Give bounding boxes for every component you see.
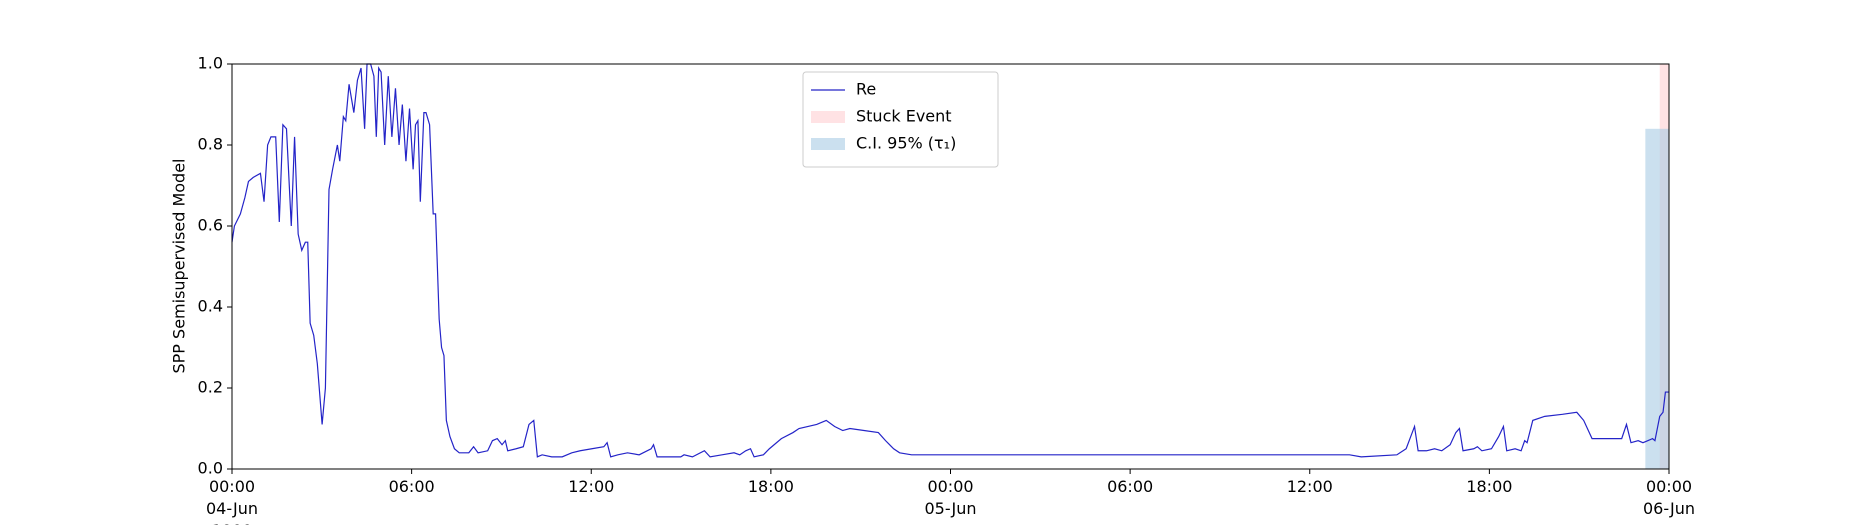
x-tick-label: 18:00: [1466, 477, 1512, 496]
y-tick-label: 1.0: [198, 54, 223, 73]
x-tick-label: 12:00: [568, 477, 614, 496]
x-tick-label: 12:00: [1287, 477, 1333, 496]
legend-label: C.I. 95% (τ₁): [856, 134, 956, 153]
legend-patch: [811, 138, 845, 150]
legend-label: Stuck Event: [856, 107, 952, 126]
legend-patch: [811, 111, 845, 123]
y-tick-label: 0.6: [198, 216, 223, 235]
y-tick-label: 0.0: [198, 459, 223, 478]
legend-box: [802, 71, 999, 168]
y-tick-label: 0.8: [198, 135, 223, 154]
span: [1645, 128, 1669, 470]
y-tick-label: 0.2: [198, 378, 223, 397]
line: [231, 63, 1669, 458]
legend-label: Re: [856, 80, 876, 99]
x-tick-label: 06:00: [1107, 477, 1153, 496]
y-axis-label: SPP Semisupervised Model: [170, 159, 189, 374]
x-tick-label: 06:00: [389, 477, 435, 496]
x-tick-label: 18:00: [748, 477, 794, 496]
x-tick-label: 00:00 06-Jun: [1643, 477, 1695, 518]
y-tick-label: 0.4: [198, 297, 223, 316]
x-tick-label: 00:00 05-Jun: [924, 477, 976, 518]
